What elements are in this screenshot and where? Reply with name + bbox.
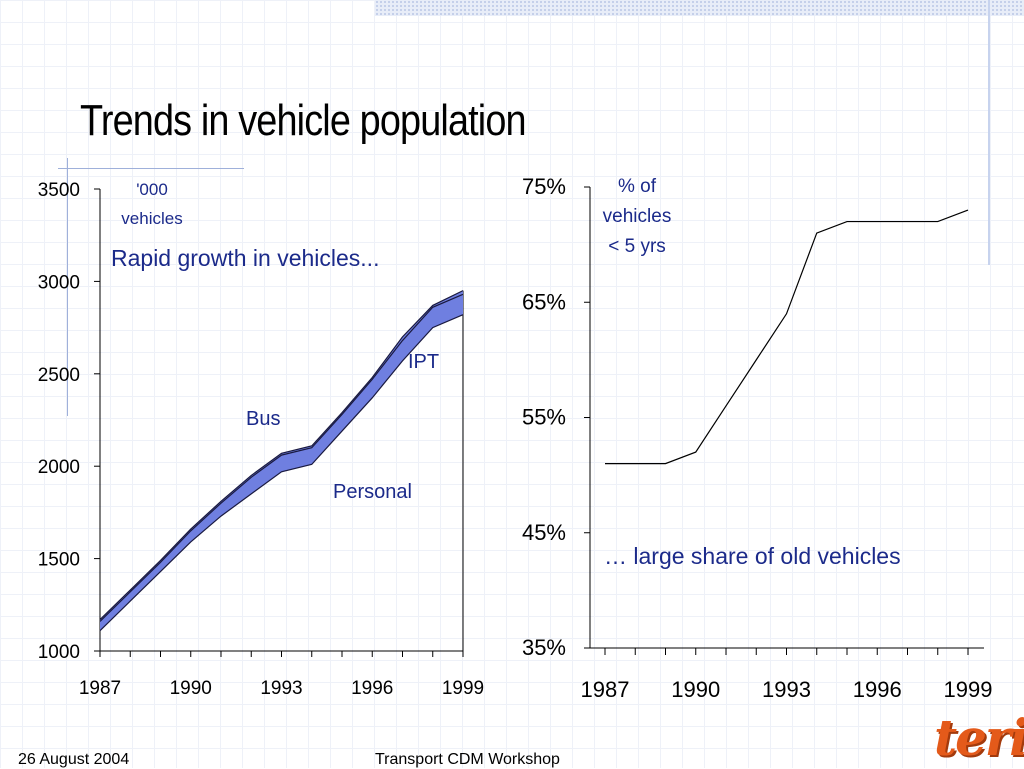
footer-date: 26 August 2004	[18, 751, 130, 768]
left-x-tick-label: 1999	[442, 678, 484, 699]
right-annotation: … large share of old vehicles	[604, 543, 901, 569]
right-y-tick-label: 55%	[522, 405, 566, 430]
share-new-vehicles-line	[605, 209, 969, 465]
right-x-tick-label: 1987	[581, 677, 630, 702]
series-label-personal: Personal	[333, 481, 412, 503]
footer-event: Transport CDM Workshop	[375, 751, 560, 768]
bus-area	[100, 290, 463, 631]
decorative-top-band	[375, 0, 1024, 16]
right-x-tick-label: 1993	[762, 677, 811, 702]
left-ylabel-line2: vehicles	[121, 209, 182, 228]
right-y-tick-label: 65%	[522, 289, 566, 314]
left-y-tick-label: 3000	[38, 272, 80, 293]
left-x-tick-label: 1987	[79, 678, 121, 699]
right-x-tick-label: 1996	[853, 677, 902, 702]
left-y-tick-label: 1500	[38, 550, 80, 571]
right-x-tick-label: 1990	[671, 677, 720, 702]
right-ylabel-line1: % of	[618, 176, 657, 197]
title-rule	[58, 168, 244, 169]
right-ylabel-line2: vehicles	[603, 206, 672, 227]
left-ylabel-line1: '000	[136, 180, 168, 199]
right-y-tick-label: 35%	[522, 635, 566, 660]
decorative-right-line	[988, 0, 990, 265]
left-y-tick-label: 2000	[38, 457, 80, 478]
series-label-bus: Bus	[246, 408, 280, 430]
right-x-tick-label: 1999	[944, 677, 993, 702]
left-y-tick-label: 1000	[38, 642, 80, 663]
left-x-tick-label: 1996	[351, 678, 393, 699]
right-y-tick-label: 45%	[522, 520, 566, 545]
slide-title: Trends in vehicle population	[80, 96, 527, 145]
series-line-personal	[99, 314, 464, 632]
right-ylabel-line3: < 5 yrs	[608, 236, 666, 257]
left-x-tick-label: 1990	[170, 678, 212, 699]
right-y-tick-label: 75%	[522, 174, 566, 199]
series-line-bus	[99, 293, 464, 622]
decorative-left-line	[67, 158, 68, 416]
left-x-tick-label: 1993	[260, 678, 302, 699]
left-y-tick-label: 2500	[38, 365, 80, 386]
series-line-ipt	[99, 290, 464, 621]
series-label-ipt: IPT	[408, 351, 439, 373]
teri-logo: teri	[934, 708, 1024, 767]
left-annotation: Rapid growth in vehicles...	[111, 245, 379, 271]
left-y-tick-label: 3500	[38, 180, 80, 201]
